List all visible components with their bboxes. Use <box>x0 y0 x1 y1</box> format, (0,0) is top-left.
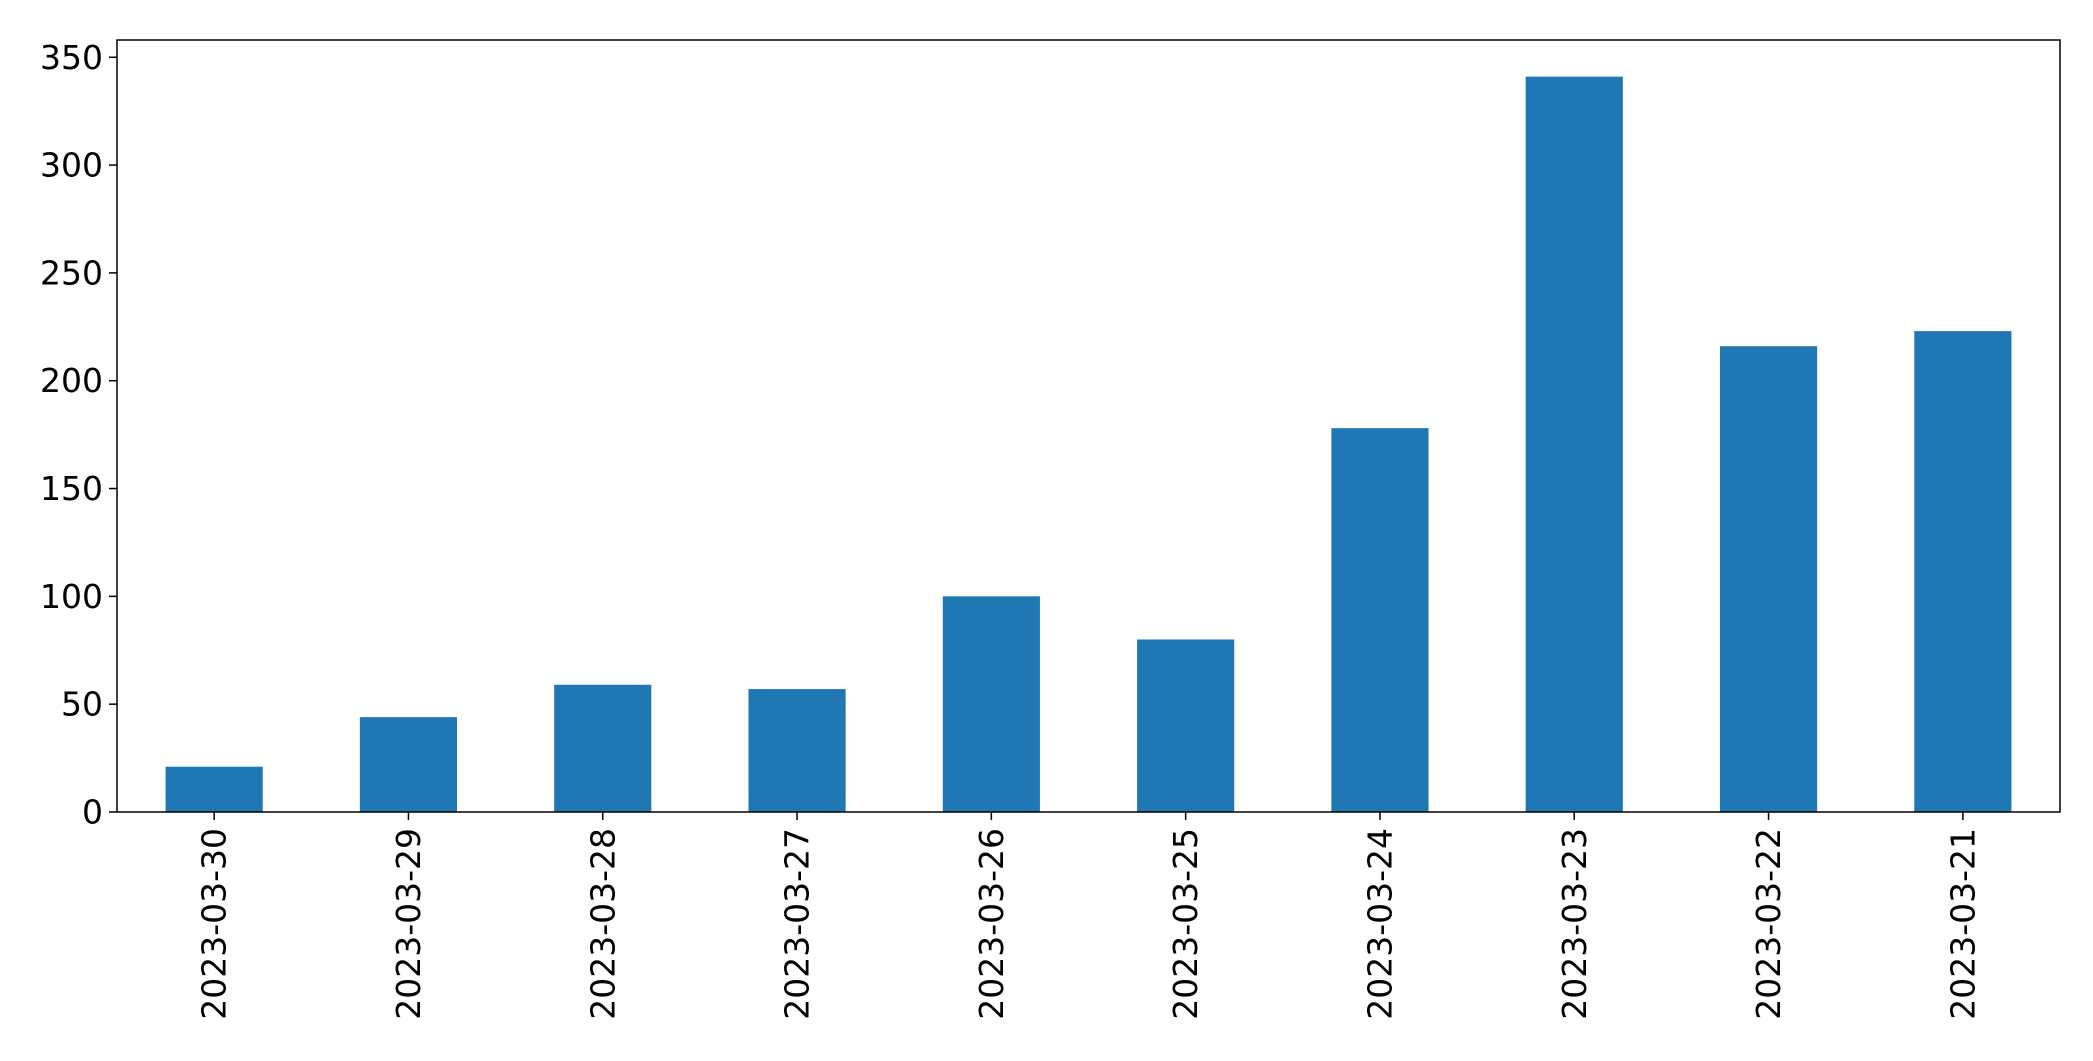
bar <box>554 684 652 812</box>
x-axis: 2023-03-30 2023-03-29 2023-03-28 2023-03-27… <box>195 812 1982 1020</box>
y-tick-label: 300 <box>40 146 103 185</box>
x-tick-label: 2023-03-28 <box>583 828 622 1020</box>
x-tick-label: 2023-03-27 <box>778 828 817 1020</box>
bars <box>165 76 2012 812</box>
y-tick-label: 50 <box>61 685 103 724</box>
bar <box>165 766 263 812</box>
y-tick-label: 200 <box>40 361 103 400</box>
y-tick-label: 250 <box>40 253 103 292</box>
x-tick-label: 2023-03-24 <box>1360 828 1399 1020</box>
x-tick-label: 2023-03-29 <box>389 828 428 1020</box>
y-tick-label: 0 <box>82 793 103 832</box>
x-tick-label: 2023-03-23 <box>1555 828 1594 1020</box>
plot-area-frame <box>116 39 2061 813</box>
x-tick-label: 2023-03-30 <box>195 828 234 1020</box>
bar <box>748 689 846 812</box>
bar <box>1719 346 1818 812</box>
bar <box>942 596 1040 812</box>
bar <box>1914 331 2012 812</box>
y-axis: 0 50 100 150 200 250 300 350 <box>40 38 117 832</box>
y-tick-label: 350 <box>40 38 103 77</box>
bar <box>1331 428 1429 812</box>
x-tick-label: 2023-03-22 <box>1749 828 1788 1020</box>
x-tick-label: 2023-03-25 <box>1166 828 1205 1020</box>
y-tick-label: 100 <box>40 577 103 616</box>
x-tick-label: 2023-03-21 <box>1943 828 1982 1020</box>
bar <box>1525 76 1623 812</box>
y-tick-label: 150 <box>40 469 103 508</box>
x-tick-label: 2023-03-26 <box>972 828 1011 1020</box>
bar <box>1137 639 1235 812</box>
bar <box>359 717 458 812</box>
